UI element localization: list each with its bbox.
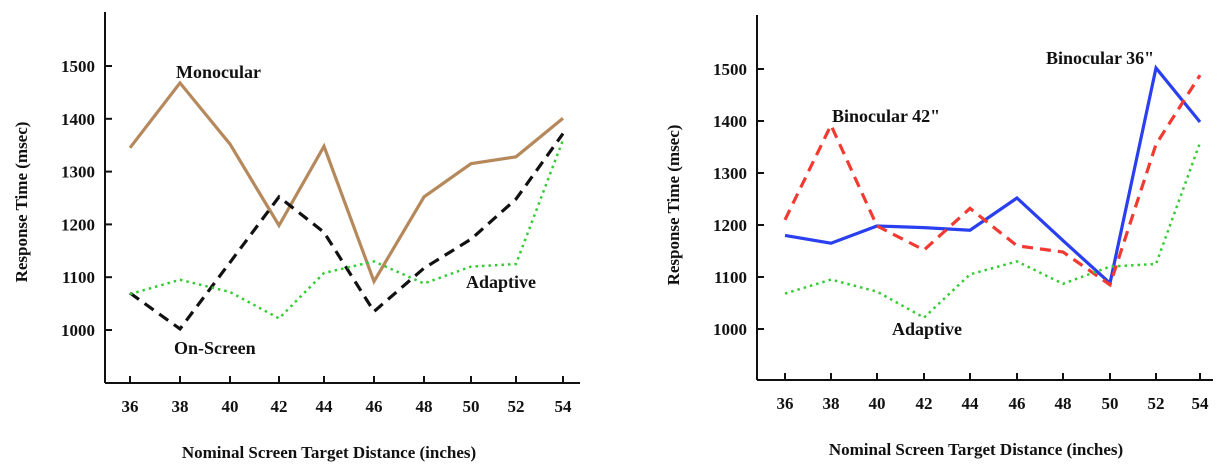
- series-label-adaptive: Adaptive: [892, 319, 962, 339]
- x-tick-label: 54: [555, 397, 573, 416]
- y-tick-label: 1400: [713, 112, 747, 131]
- x-tick-label: 52: [1148, 394, 1165, 413]
- x-tick-label: 48: [1055, 394, 1072, 413]
- x-tick-label: 36: [122, 397, 139, 416]
- y-tick-label: 1300: [61, 163, 95, 182]
- y-tick-label: 1300: [713, 164, 747, 183]
- y-tick-label: 1000: [713, 320, 747, 339]
- y-tick-label: 1200: [713, 216, 747, 235]
- x-tick-label: 46: [1009, 394, 1026, 413]
- x-tick-label: 44: [316, 397, 334, 416]
- series-line-adaptive: [785, 143, 1200, 318]
- series-line-binocular-36: [785, 68, 1200, 283]
- y-tick-label: 1500: [61, 57, 95, 76]
- y-axis-title: Response Time (msec): [12, 122, 31, 283]
- y-tick-label: 1400: [61, 110, 95, 129]
- x-tick-label: 52: [508, 397, 525, 416]
- x-tick-label: 36: [777, 394, 794, 413]
- series-line-on-screen: [130, 134, 563, 329]
- x-tick-label: 40: [869, 394, 886, 413]
- chart-right: Response Time (msec) Nominal Screen Targ…: [664, 15, 1213, 459]
- y-tick-label: 1200: [61, 215, 95, 234]
- x-tick-label: 38: [823, 394, 840, 413]
- x-tick-label: 54: [1192, 394, 1210, 413]
- y-tick-label: 1000: [61, 321, 95, 340]
- x-tick-label: 42: [916, 394, 933, 413]
- x-tick-label: 50: [463, 397, 480, 416]
- series-label-on-screen: On-Screen: [174, 338, 256, 358]
- y-tick-label: 1500: [713, 60, 747, 79]
- y-tick-label: 1100: [714, 268, 747, 287]
- y-axis-title: Response Time (msec): [664, 125, 683, 286]
- x-tick-label: 44: [962, 394, 980, 413]
- series-label-binocular-42: Binocular 42": [832, 106, 940, 126]
- x-tick-label: 46: [366, 397, 383, 416]
- x-tick-label: 38: [172, 397, 189, 416]
- x-axis-title: Nominal Screen Target Distance (inches): [829, 440, 1123, 459]
- series-line-monocular: [130, 83, 563, 282]
- x-tick-label: 50: [1102, 394, 1119, 413]
- series-label-monocular: Monocular: [176, 62, 261, 82]
- plot-area: 1000 1100 1200 1300 1400 1500 36 38 40 42 44 46 48 50…: [713, 15, 1213, 413]
- x-tick-label: 48: [416, 397, 433, 416]
- x-tick-label: 40: [222, 397, 239, 416]
- x-tick-label: 42: [271, 397, 288, 416]
- y-tick-label: 1100: [62, 268, 95, 287]
- chart-left: Response Time (msec) Nominal Screen Targ…: [12, 12, 580, 462]
- x-axis-title: Nominal Screen Target Distance (inches): [182, 443, 476, 462]
- plot-area: 1000 1100 1200 1300 1400 1500 36 38 40 42 44 46 48 50…: [61, 12, 580, 416]
- series-label-binocular-36: Binocular 36": [1046, 48, 1154, 68]
- series-label-adaptive: Adaptive: [466, 272, 536, 292]
